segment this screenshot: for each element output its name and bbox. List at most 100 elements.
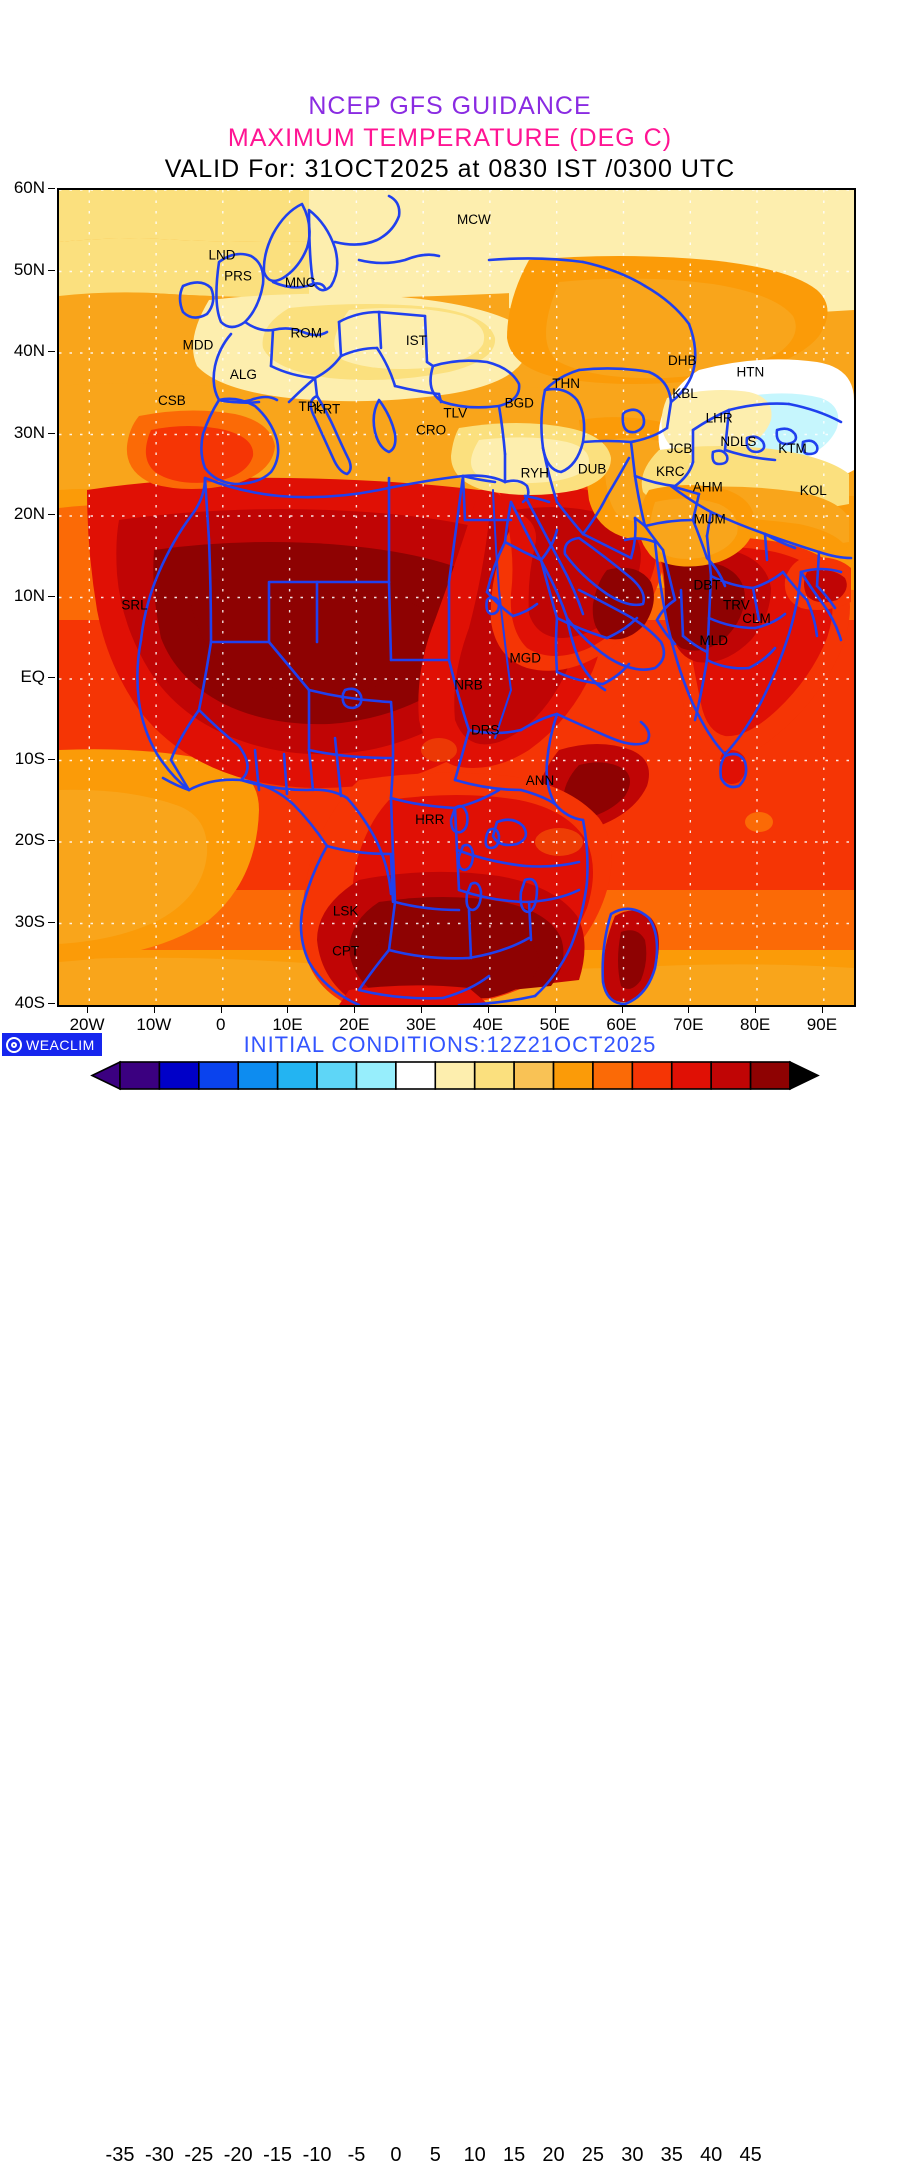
x-axis-tick-mark [821, 1006, 823, 1013]
x-axis-tick-mark [220, 1006, 222, 1013]
city-label: TPL [299, 399, 324, 414]
city-label: ANN [526, 773, 555, 788]
colorbar-segment [276, 1061, 318, 1090]
city-label: DRS [471, 722, 500, 737]
city-label: NRB [454, 678, 483, 693]
colorbar-tick-label: 10 [463, 2144, 486, 2166]
city-label: CRO [416, 423, 446, 438]
city-label: IST [406, 333, 427, 348]
colorbar-tick-label: -20 [223, 2144, 253, 2166]
city-label: KTM [778, 441, 807, 456]
x-axis-tick-mark [755, 1006, 757, 1013]
colorbar-segment [237, 1061, 279, 1090]
city-label: DHB [668, 353, 697, 368]
colorbar-segment [670, 1061, 712, 1090]
colorbar-tick-label: -15 [263, 2144, 293, 2166]
city-label: MGD [510, 651, 542, 666]
city-label: THN [552, 376, 580, 391]
city-label: CSB [158, 393, 186, 408]
colorbar-segment [592, 1061, 634, 1090]
y-axis-tick-label: 20N [13, 504, 45, 523]
y-axis-tick-mark [48, 921, 55, 923]
city-label: MNC [285, 275, 316, 290]
y-axis-tick-label: 10N [13, 585, 45, 605]
colorbar-segment [119, 1061, 161, 1090]
y-axis-tick-label: 20S [14, 830, 45, 849]
city-label: HRR [415, 812, 444, 827]
city-label: CPT [332, 943, 359, 958]
temperature-map-plot[interactable]: MCW LND PRS MNC ROM IST MDD ALG CSB TPL KRT TLV CRO T… [57, 188, 856, 1007]
initial-conditions-text: INITIAL CONDITIONS:12Z21OCT2025 [243, 1032, 657, 1057]
colorbar-tick-label: 25 [581, 2144, 605, 2166]
city-label: HTN [737, 365, 765, 380]
title-line-model: NCEP GFS GUIDANCE [308, 92, 592, 120]
colorbar-segment [434, 1061, 476, 1090]
city-label: PRS [224, 269, 252, 284]
y-axis-tick-label: 30S [14, 911, 45, 931]
colorbar-segment [710, 1061, 752, 1090]
city-label: MCW [457, 212, 491, 227]
y-axis-tick-label: 30N [13, 422, 45, 442]
colorbar-segment [395, 1061, 437, 1090]
y-axis-tick-mark [48, 514, 55, 515]
weather-map-page: NCEP GFS GUIDANCE MAXIMUM TEMPERATURE (D… [0, 92, 900, 2166]
colorbar-tick-label: -10 [302, 2144, 332, 2166]
city-label: MUM [694, 511, 726, 526]
city-label: KOL [800, 483, 828, 498]
x-axis-tick-mark [87, 1006, 89, 1013]
chart-title-block: NCEP GFS GUIDANCE MAXIMUM TEMPERATURE (D… [0, 92, 900, 185]
x-axis-tick-mark [153, 1006, 155, 1013]
city-label: TRV [723, 598, 750, 613]
colorbar-segment [513, 1061, 555, 1090]
colorbar-segment [473, 1061, 515, 1090]
title-line-variable: MAXIMUM TEMPERATURE (DEG C) [227, 123, 673, 152]
colorbar-tick-label: 35 [660, 2144, 683, 2166]
colorbar-segment [355, 1061, 397, 1090]
city-label: ROM [290, 326, 322, 341]
city-label: LND [208, 247, 235, 262]
city-label: DBT [694, 577, 721, 592]
y-axis-tick-mark [48, 1003, 55, 1004]
x-axis-tick-mark [487, 1006, 489, 1013]
y-axis-tick-mark [48, 188, 55, 189]
x-axis-tick-mark [287, 1006, 289, 1013]
colorbar[interactable]: -35 -30 -25 -20 -15 -10 -5 0 5 10 15 20 25 30 35 40 45 [0, 1058, 900, 2166]
coastlines-and-borders [136, 194, 853, 1005]
y-axis-tick-mark [48, 595, 55, 597]
colorbar-under-arrow [90, 1060, 121, 1091]
x-axis-tick-mark [621, 1006, 623, 1013]
y-axis-tick-label: EQ [20, 667, 45, 686]
y-axis-tick-label: 40S [14, 993, 45, 1012]
colorbar-tick-label: 20 [542, 2144, 565, 2166]
colorbar-segment [552, 1061, 594, 1090]
colorbar-tick-label: 15 [502, 2144, 526, 2166]
city-label: BGD [505, 396, 535, 411]
y-axis-tick-mark [48, 677, 55, 678]
colorbar-swatches [90, 1060, 820, 1091]
colorbar-segment [749, 1061, 791, 1090]
colorbar-segment [631, 1061, 673, 1090]
y-axis-tick-mark [48, 840, 55, 841]
y-axis-tick-label: 10S [14, 748, 45, 768]
colorbar-tick-label: -35 [105, 2144, 135, 2166]
weaclim-logo-badge[interactable]: WEACLIM [2, 1033, 102, 1056]
city-label: NDLS [720, 434, 756, 449]
y-axis-tick-mark [48, 758, 55, 760]
x-axis-tick-mark [688, 1006, 690, 1013]
colorbar-segment [198, 1061, 240, 1090]
city-label: RYH [521, 466, 549, 481]
city-label: KRC [656, 464, 685, 479]
city-label: MDD [183, 338, 214, 353]
city-label: ALG [230, 367, 257, 382]
y-axis-tick-mark [48, 432, 55, 434]
city-label: JCB [667, 441, 693, 456]
colorbar-tick-label: -5 [347, 2144, 366, 2166]
colorbar-segment [316, 1061, 358, 1090]
x-axis-tick-mark [421, 1006, 423, 1013]
city-label: LSK [333, 903, 359, 918]
colorbar-tick-label: 30 [621, 2144, 644, 2166]
x-axis-tick-mark [554, 1006, 556, 1013]
temperature-field [59, 190, 854, 1005]
